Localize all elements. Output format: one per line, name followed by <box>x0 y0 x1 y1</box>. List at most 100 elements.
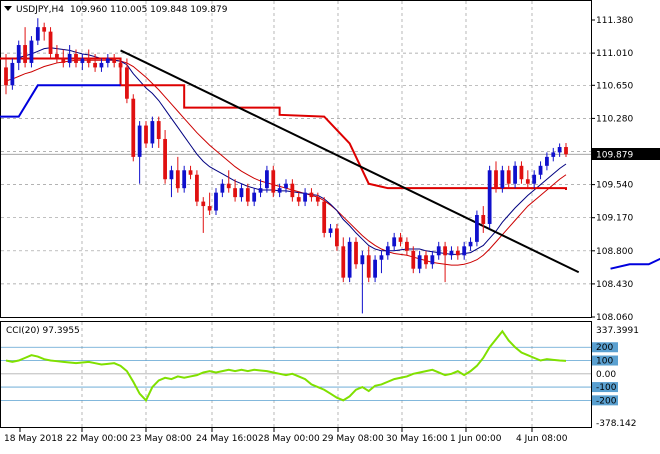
oscillator-pane-frame <box>0 321 592 428</box>
cci-level-label: 200 <box>596 343 613 353</box>
candle-body <box>430 255 435 265</box>
ma-slow-line <box>5 59 567 266</box>
price-tick-label: 108.800 <box>596 247 633 257</box>
symbol-label: USDJPY,H4 <box>16 5 64 15</box>
candle-body <box>532 174 537 184</box>
candle-body <box>80 58 85 63</box>
candle-body <box>10 62 15 86</box>
candle-body <box>182 170 187 189</box>
price-tick-label: 109.540 <box>596 181 633 191</box>
price-tick-label: 111.380 <box>596 16 633 26</box>
candle-body <box>125 67 129 99</box>
red-step-line <box>0 57 567 190</box>
main-pane-frame <box>0 0 592 318</box>
candle-body <box>328 228 333 233</box>
candle-body <box>366 255 371 278</box>
price-axis: 111.380111.010110.650110.280109.910109.5… <box>591 16 633 323</box>
candle-body <box>354 241 358 265</box>
cci-level-box <box>592 342 618 353</box>
candle-body <box>557 147 562 153</box>
candle-body <box>29 40 34 63</box>
candle-body <box>360 255 365 265</box>
candle-body <box>74 53 78 63</box>
candle-body <box>443 246 447 256</box>
candle-body <box>233 188 237 198</box>
candle-body <box>385 246 390 256</box>
candle-body <box>417 255 422 269</box>
triangle-down-icon[interactable] <box>4 6 12 11</box>
candle-body <box>487 170 492 224</box>
current-price-label: 109.879 <box>596 151 633 161</box>
time-tick-label: 30 May 16:00 <box>386 434 448 444</box>
cci-level-label: -200 <box>596 396 617 406</box>
cci-axis: 200 100 0.00 -100 -200 337.3991 -378.142 <box>592 326 639 429</box>
candle-body <box>61 58 66 63</box>
candle-body <box>341 246 346 278</box>
candle-body <box>16 45 21 63</box>
candle-body <box>239 188 244 198</box>
candle-body <box>214 192 218 211</box>
candle-body <box>118 62 123 68</box>
candle-body <box>93 62 97 68</box>
candle-body <box>23 45 27 63</box>
candle-body <box>131 98 136 157</box>
candle-body <box>105 58 110 63</box>
candle-body <box>55 53 59 59</box>
cci-level-box <box>592 382 618 393</box>
candle-body <box>48 31 53 54</box>
time-tick-label: 28 May 00:00 <box>258 434 320 444</box>
candle-body <box>265 170 269 189</box>
time-tick-label: 18 May 2018 <box>4 434 63 444</box>
time-tick-label: 23 May 08:00 <box>130 434 192 444</box>
candle-body <box>347 241 352 278</box>
candle-body <box>506 170 511 184</box>
candle-body <box>195 174 199 202</box>
candle-body <box>169 170 174 180</box>
candle-body <box>500 170 505 189</box>
cci-axis-top-label: 337.3991 <box>596 326 639 336</box>
ohlc-label: 109.960 110.005 109.848 109.879 <box>70 5 228 15</box>
trendline <box>120 49 580 274</box>
main-grid <box>1 1 591 317</box>
candle-body <box>86 58 91 63</box>
time-tick-label: 24 May 16:00 <box>196 434 258 444</box>
candle-body <box>4 67 8 86</box>
price-tick-label: 109.170 <box>596 214 633 224</box>
price-tick-label: 108.430 <box>596 280 633 290</box>
candle-body <box>252 192 257 202</box>
cci-line <box>5 329 567 403</box>
cci-fill-layer <box>5 329 567 403</box>
candle-body <box>303 192 307 202</box>
cci-label: CCI(20) 97.3955 <box>6 326 80 336</box>
cci-axis-bottom-label: -378.142 <box>596 419 636 429</box>
candle-body <box>156 121 161 139</box>
candle-body <box>449 250 454 256</box>
candle-body <box>220 183 225 193</box>
current-price-box <box>592 148 660 160</box>
price-tick-label: 110.650 <box>596 81 633 91</box>
candle-body <box>150 121 155 144</box>
candle-body <box>525 179 530 184</box>
candle-body <box>545 156 549 166</box>
candle-body <box>411 250 416 269</box>
candle-body <box>519 165 524 180</box>
candle-body <box>207 206 212 211</box>
candle-body <box>462 246 467 256</box>
candle-body <box>296 197 301 202</box>
candle-body <box>538 165 543 175</box>
candle-body <box>405 241 409 251</box>
candle-body <box>35 27 40 41</box>
candle-body <box>144 125 148 144</box>
blue-step-line <box>0 84 121 118</box>
candle-body <box>137 125 142 157</box>
candle-body <box>494 170 498 189</box>
candle-body <box>392 237 397 247</box>
candle-body <box>284 183 288 189</box>
candle-body <box>163 138 167 180</box>
cci-level-label: 100 <box>596 357 613 367</box>
candle-body <box>315 197 320 202</box>
candle-body <box>436 246 441 256</box>
time-tick-label: 4 Jun 08:00 <box>516 434 568 444</box>
